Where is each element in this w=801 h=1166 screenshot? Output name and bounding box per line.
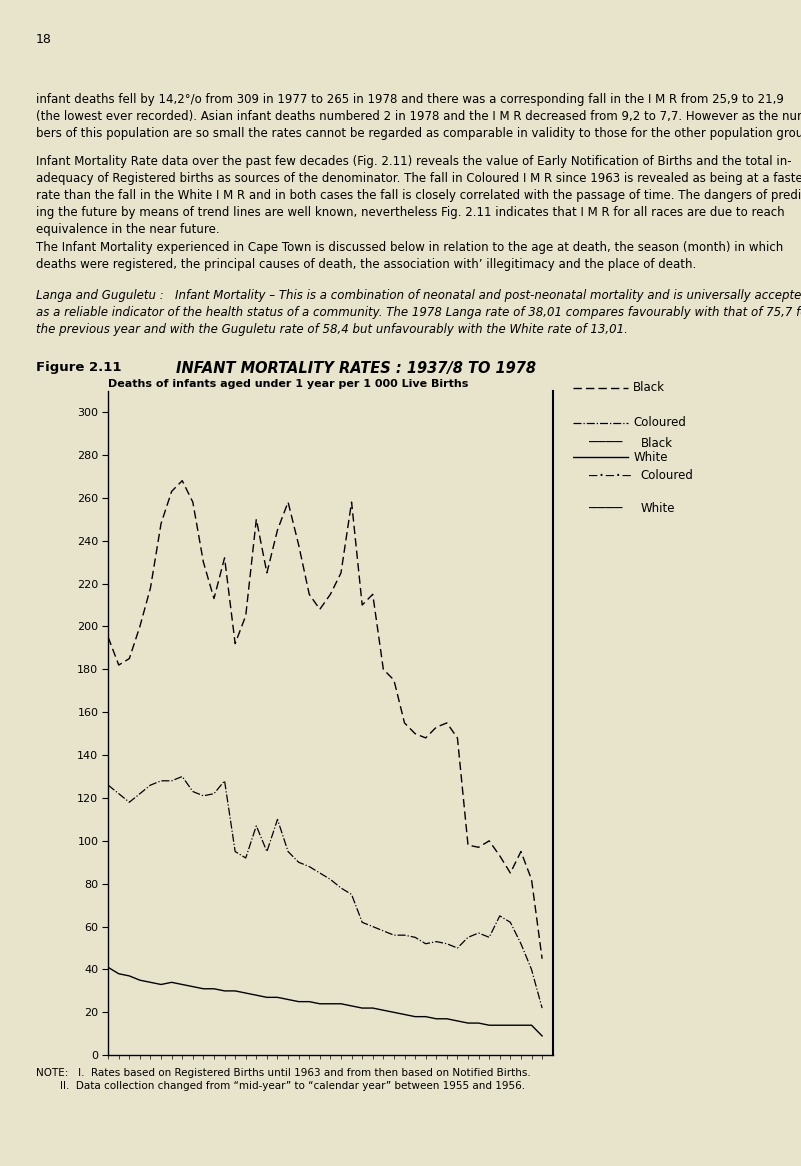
Text: Infant Mortality Rate data over the past few decades (Fig. 2.11) reveals the val: Infant Mortality Rate data over the past… bbox=[36, 155, 801, 236]
Text: The Infant Mortality experienced in Cape Town is discussed below in relation to : The Infant Mortality experienced in Cape… bbox=[36, 241, 783, 272]
Text: NOTE:   I.  Rates based on Registered Births until 1963 and from then based on N: NOTE: I. Rates based on Registered Birth… bbox=[36, 1068, 531, 1079]
Text: 18: 18 bbox=[36, 33, 52, 45]
Text: Deaths of infants aged under 1 year per 1 000 Live Births: Deaths of infants aged under 1 year per … bbox=[108, 379, 469, 389]
Text: Figure 2.11: Figure 2.11 bbox=[36, 361, 122, 374]
Text: Coloured: Coloured bbox=[634, 416, 686, 429]
Text: infant deaths fell by 14,2°/o from 309 in 1977 to 265 in 1978 and there was a co: infant deaths fell by 14,2°/o from 309 i… bbox=[36, 93, 801, 140]
Text: Black: Black bbox=[641, 436, 673, 450]
Text: –·–·–: –·–·– bbox=[589, 469, 630, 483]
Text: Langa and Guguletu :   Infant Mortality – This is a combination of neonatal and : Langa and Guguletu : Infant Mortality – … bbox=[36, 289, 801, 336]
Text: ————: ———— bbox=[589, 501, 622, 515]
Text: Black: Black bbox=[634, 381, 666, 394]
Text: INFANT MORTALITY RATES : 1937/8 TO 1978: INFANT MORTALITY RATES : 1937/8 TO 1978 bbox=[176, 361, 536, 377]
Text: White: White bbox=[634, 451, 668, 464]
Text: II.  Data collection changed from “mid-year” to “calendar year” between 1955 and: II. Data collection changed from “mid-ye… bbox=[60, 1081, 525, 1091]
Text: White: White bbox=[641, 501, 675, 515]
Text: ––––: –––– bbox=[589, 436, 622, 450]
Text: Coloured: Coloured bbox=[641, 469, 694, 483]
